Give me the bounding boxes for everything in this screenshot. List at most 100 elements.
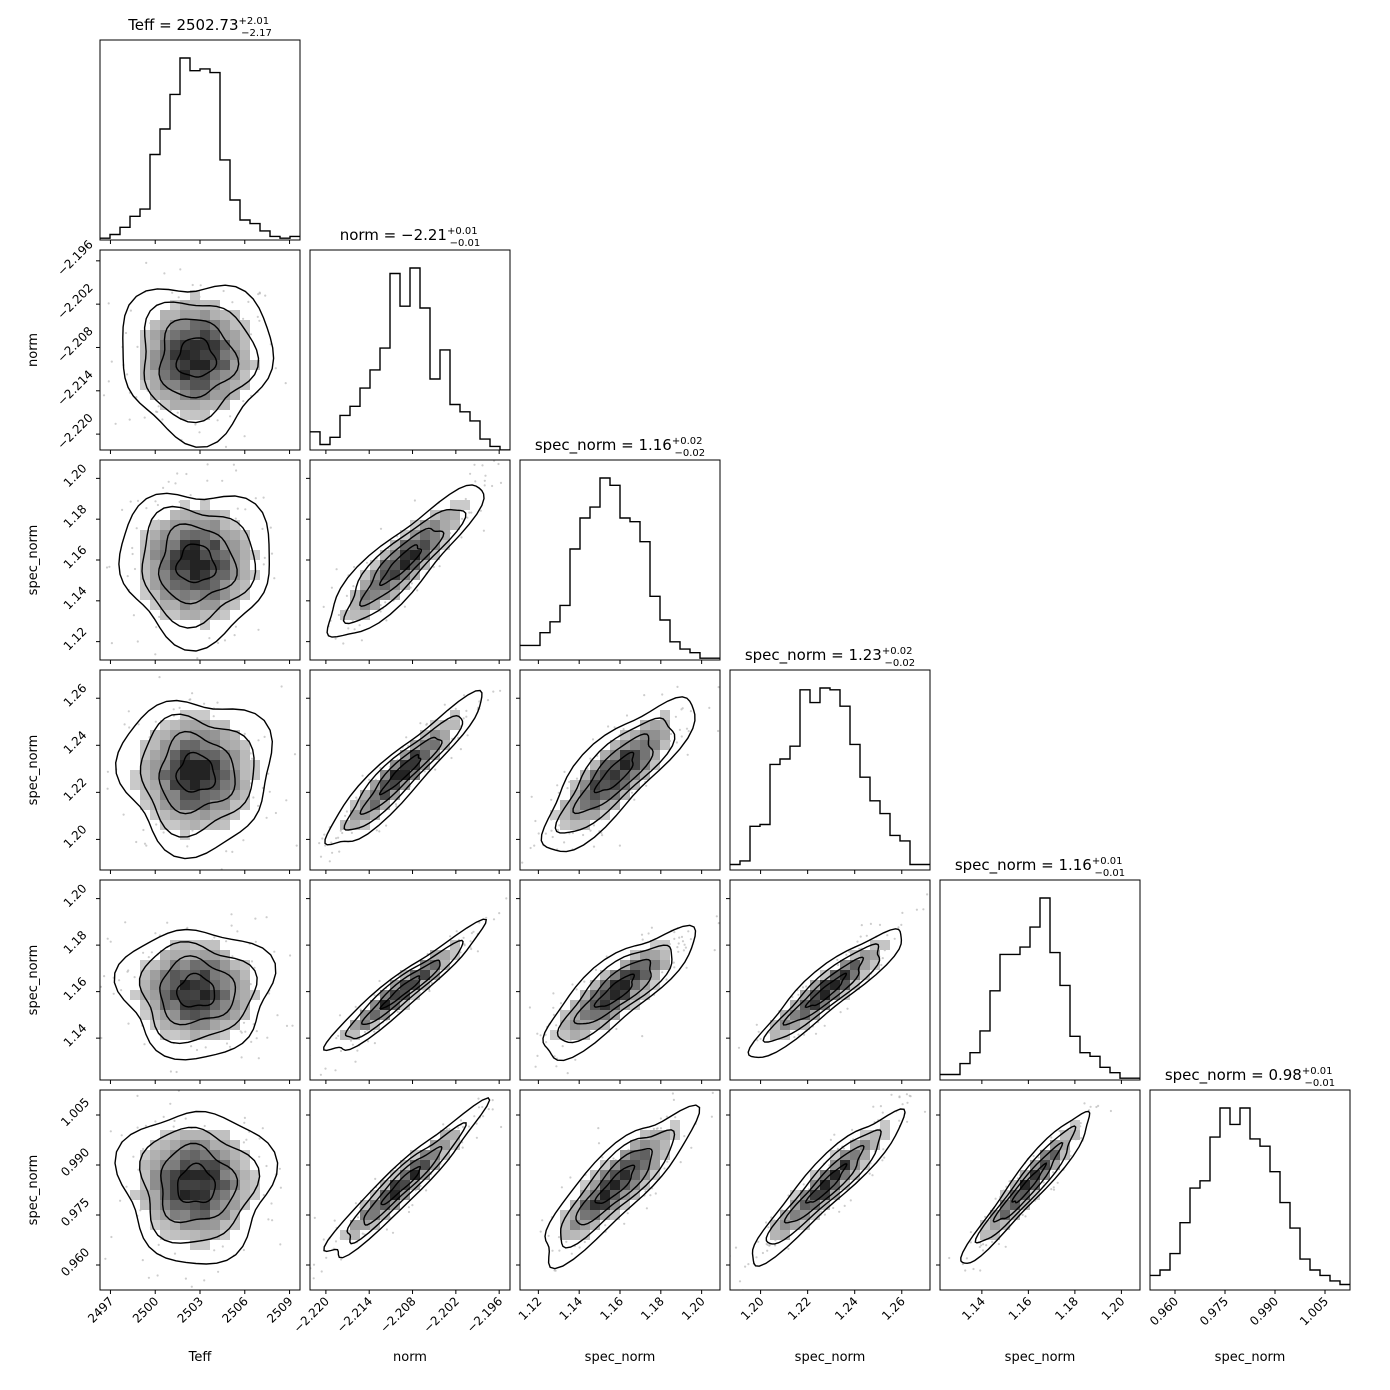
density-cell	[230, 1150, 240, 1160]
hist-bar	[450, 405, 460, 451]
sample-point	[622, 728, 625, 731]
sample-point	[849, 1199, 852, 1202]
sample-point	[83, 602, 85, 604]
density-cell	[230, 750, 240, 760]
hist-bar	[580, 518, 590, 660]
sample-point	[442, 1123, 445, 1126]
density-cell	[360, 1020, 370, 1030]
sample-point	[650, 926, 653, 929]
sample-point	[221, 1245, 224, 1248]
density-cell	[220, 550, 230, 560]
density-cell	[420, 1160, 430, 1170]
density-cell	[200, 820, 210, 830]
sample-point	[242, 1141, 245, 1144]
sample-point	[351, 619, 354, 622]
sample-point	[797, 1033, 800, 1036]
sample-point	[258, 319, 261, 322]
density-cell	[820, 990, 830, 1000]
density-cell	[200, 1200, 210, 1210]
sample-point	[605, 955, 608, 958]
sample-point	[591, 738, 595, 741]
density-cell	[240, 790, 250, 800]
density-cell	[160, 1170, 170, 1180]
density-cell	[160, 950, 170, 960]
sample-point	[328, 860, 331, 863]
sample-point	[569, 1176, 572, 1179]
hist-bar	[1080, 1053, 1090, 1080]
density-cell	[140, 1150, 150, 1160]
sample-point	[249, 983, 252, 986]
panel-title-sup: +0.02	[882, 646, 913, 657]
density-cell	[200, 990, 210, 1000]
sample-point	[652, 1127, 655, 1131]
density-cell	[230, 790, 240, 800]
sample-point	[127, 710, 130, 713]
hist-bar	[640, 542, 650, 660]
density-cell	[600, 1160, 610, 1170]
sample-point	[759, 1037, 762, 1040]
sample-point	[838, 1210, 841, 1213]
sample-point	[261, 1127, 264, 1130]
sample-point	[333, 1219, 336, 1222]
density-cell	[190, 730, 200, 740]
density-cell	[390, 570, 400, 580]
sample-point	[278, 1101, 280, 1103]
sample-point	[312, 1263, 316, 1266]
density-cell	[660, 1130, 670, 1140]
sample-point	[454, 707, 457, 710]
sample-point	[681, 940, 685, 943]
sample-point	[231, 955, 234, 958]
sample-point	[578, 1246, 581, 1249]
y-tick-label: 1.26	[61, 681, 90, 710]
density-cell	[190, 400, 200, 410]
density-cell	[210, 370, 220, 380]
density-cell	[160, 570, 170, 580]
density-cell	[220, 960, 230, 970]
density-cell	[1050, 1140, 1060, 1150]
hist-bar	[440, 350, 450, 450]
hist-bar	[840, 706, 850, 870]
density-cell	[170, 320, 180, 330]
panel-title-main: spec_norm = 1.16	[535, 436, 672, 455]
panel-title-sup: +2.01	[239, 16, 270, 27]
density-cell	[370, 1210, 380, 1220]
density-cell	[210, 590, 220, 600]
sample-point	[179, 268, 182, 271]
density-cell	[210, 380, 220, 390]
sample-point	[162, 486, 165, 489]
sample-point	[354, 1005, 357, 1008]
density-cell	[630, 1180, 640, 1190]
density-cell	[200, 810, 210, 820]
panel-title: spec_norm = 1.16+0.01 −0.01	[955, 856, 1125, 879]
density-cell	[230, 970, 240, 980]
density-cell	[660, 1150, 670, 1160]
density-cell	[440, 950, 450, 960]
density-cell	[220, 400, 230, 410]
hist-bar	[1170, 1254, 1180, 1290]
density-cell	[440, 520, 450, 530]
sample-point	[613, 726, 616, 729]
hist-panel-0: Teff = 2502.73+2.01 −2.17	[99, 16, 301, 244]
density-cell	[440, 960, 450, 970]
sample-point	[162, 1115, 165, 1118]
sample-point	[539, 1034, 542, 1037]
density-cell	[590, 1190, 600, 1200]
sample-point	[385, 619, 388, 622]
sample-point	[108, 565, 111, 568]
density-cell	[210, 1010, 220, 1020]
density-cell	[640, 960, 650, 970]
density-cell	[560, 800, 570, 810]
density-cell	[410, 560, 420, 570]
density-cell	[870, 950, 880, 960]
density-cell	[420, 960, 430, 970]
sample-point	[176, 423, 178, 425]
sample-point	[206, 463, 209, 466]
sample-point	[403, 605, 406, 608]
density-cell	[600, 780, 610, 790]
sample-point	[485, 916, 488, 919]
sample-point	[335, 837, 338, 840]
contour-line	[175, 337, 218, 378]
density-cell	[180, 800, 190, 810]
density-cell	[230, 390, 240, 400]
density-cell	[200, 330, 210, 340]
